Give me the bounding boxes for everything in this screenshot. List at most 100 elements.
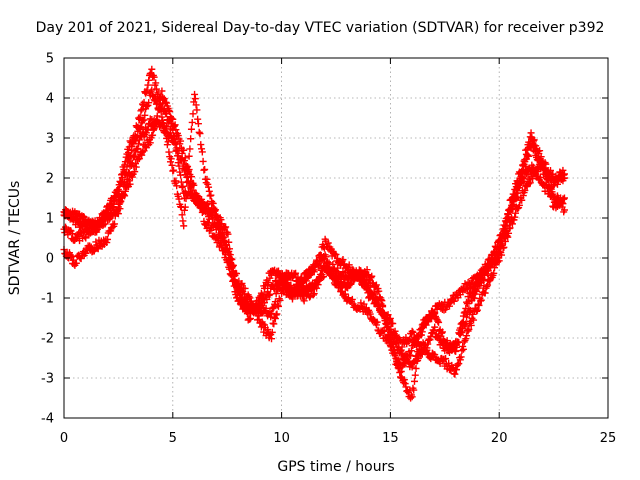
- data-point: [224, 230, 232, 238]
- data-point: [514, 189, 522, 197]
- data-point: [492, 256, 500, 264]
- data-point: [333, 268, 341, 276]
- data-point: [366, 310, 374, 318]
- data-point: [547, 192, 555, 200]
- data-point: [180, 206, 188, 214]
- data-point: [150, 73, 158, 81]
- data-point: [140, 116, 148, 124]
- data-point: [93, 225, 101, 233]
- data-point: [391, 327, 399, 335]
- data-point: [247, 314, 255, 322]
- data-point: [201, 165, 209, 173]
- data-point: [508, 195, 516, 203]
- data-point: [192, 101, 200, 109]
- data-point: [544, 176, 552, 184]
- series-day-1: [60, 65, 568, 375]
- data-point: [86, 242, 94, 250]
- data-point: [162, 128, 170, 136]
- data-point: [426, 353, 434, 361]
- data-point: [229, 271, 237, 279]
- data-point: [152, 79, 160, 87]
- data-point: [379, 301, 387, 309]
- data-point: [386, 342, 394, 350]
- data-point: [518, 196, 526, 204]
- data-point: [463, 285, 471, 293]
- data-point: [219, 229, 227, 237]
- data-point: [310, 290, 318, 298]
- data-point: [149, 126, 157, 134]
- data-point: [461, 308, 469, 316]
- data-point: [330, 273, 338, 281]
- data-point: [484, 281, 492, 289]
- data-point: [287, 282, 295, 290]
- data-point: [377, 296, 385, 304]
- data-point: [457, 353, 465, 361]
- data-point: [145, 99, 153, 107]
- data-point: [341, 290, 349, 298]
- y-tick-label: 2: [46, 172, 54, 187]
- data-point: [431, 323, 439, 331]
- data-point: [188, 180, 196, 188]
- data-point: [558, 199, 566, 207]
- data-point: [90, 247, 98, 255]
- data-point: [111, 220, 119, 228]
- data-point: [418, 328, 426, 336]
- data-point: [209, 199, 217, 207]
- data-point: [187, 173, 195, 181]
- data-point: [113, 187, 121, 195]
- data-point: [393, 356, 401, 364]
- data-point: [143, 125, 151, 133]
- data-point: [410, 333, 418, 341]
- x-tick-label: 25: [600, 431, 617, 446]
- data-point: [149, 131, 157, 139]
- data-point: [476, 270, 484, 278]
- data-point: [308, 285, 316, 293]
- data-point: [466, 306, 474, 314]
- data-point: [108, 223, 116, 231]
- data-point: [521, 186, 529, 194]
- data-point: [384, 311, 392, 319]
- data-point: [386, 338, 394, 346]
- data-point: [164, 138, 172, 146]
- data-point: [386, 314, 394, 322]
- data-point: [338, 257, 346, 265]
- data-point: [117, 198, 125, 206]
- data-point: [271, 315, 279, 323]
- data-point: [559, 166, 567, 174]
- data-point: [400, 376, 408, 384]
- data-point: [181, 154, 189, 162]
- data-point: [434, 317, 442, 325]
- data-point: [238, 279, 246, 287]
- data-point: [504, 210, 512, 218]
- data-point: [511, 213, 519, 221]
- data-point: [142, 103, 150, 111]
- data-point: [397, 346, 405, 354]
- data-point: [473, 306, 481, 314]
- data-point: [111, 197, 119, 205]
- data-point: [194, 192, 202, 200]
- data-point: [218, 243, 226, 251]
- data-point: [525, 180, 533, 188]
- data-point: [369, 279, 377, 287]
- data-point: [125, 148, 133, 156]
- data-point: [121, 187, 129, 195]
- data-point: [372, 281, 380, 289]
- data-point: [536, 174, 544, 182]
- data-point: [191, 90, 199, 98]
- data-point: [410, 386, 418, 394]
- data-point: [158, 113, 166, 121]
- data-point: [98, 218, 106, 226]
- data-point: [362, 285, 370, 293]
- data-point: [160, 122, 168, 130]
- data-point: [105, 216, 113, 224]
- data-point: [160, 95, 168, 103]
- data-point: [135, 114, 143, 122]
- data-point: [199, 207, 207, 215]
- data-point: [378, 297, 386, 305]
- data-point: [519, 162, 527, 170]
- data-point: [414, 351, 422, 359]
- data-point: [513, 177, 521, 185]
- data-point: [112, 192, 120, 200]
- data-point: [220, 233, 228, 241]
- data-point: [339, 256, 347, 264]
